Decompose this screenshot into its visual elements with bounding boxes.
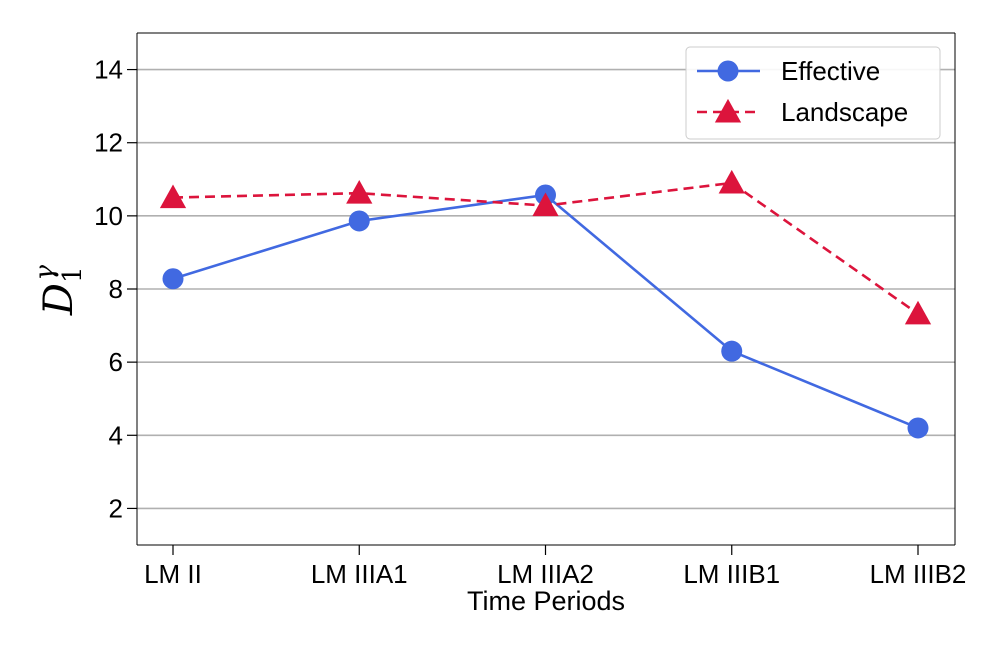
legend-label: Landscape (781, 97, 908, 127)
y-axis-label-sup: γ (30, 264, 60, 280)
y-tick-label: 8 (109, 274, 123, 304)
y-axis-label: D1γ (30, 264, 88, 316)
data-point (162, 268, 184, 290)
series-group (159, 169, 932, 439)
y-tick-label: 10 (94, 201, 123, 231)
legend-label: Effective (781, 56, 880, 86)
data-point (348, 210, 370, 232)
y-tick-label: 2 (109, 493, 123, 523)
data-point (907, 417, 929, 439)
x-tick-label: LM II (144, 559, 202, 589)
data-point (159, 184, 187, 209)
legend-item-effective: Effective (697, 56, 880, 86)
y-tick-label: 4 (109, 420, 123, 450)
y-ticks: 2 4 6 8 10 12 14 (94, 55, 137, 523)
legend-marker (714, 98, 742, 123)
legend-marker (717, 60, 739, 82)
data-point (532, 192, 559, 217)
y-axis-label-sub: 1 (58, 266, 88, 283)
x-tick-label: LM IIIA1 (311, 559, 408, 589)
x-tick-label: LM IIIA2 (497, 559, 594, 589)
series-line-effective (172, 193, 919, 430)
legend-item-landscape: Landscape (697, 97, 908, 127)
x-tick-label: LM IIIB2 (870, 559, 967, 589)
y-axis-label-base: D (36, 283, 82, 316)
y-tick-label: 6 (109, 347, 123, 377)
data-point (721, 340, 743, 362)
data-point (718, 169, 745, 194)
data-point (904, 300, 932, 325)
x-ticks: LM II LM IIIA1 LM IIIA2 LM IIIB1 LM IIIB2 (144, 545, 966, 589)
x-axis-label: Time Periods (467, 586, 625, 616)
x-tick-label: LM IIIB1 (683, 559, 780, 589)
data-point (346, 180, 373, 204)
y-tick-label: 14 (94, 55, 123, 85)
y-tick-label: 12 (94, 128, 123, 158)
series-effective (162, 184, 929, 439)
series-landscape (159, 169, 932, 325)
legend: Effective Landscape (685, 46, 941, 140)
